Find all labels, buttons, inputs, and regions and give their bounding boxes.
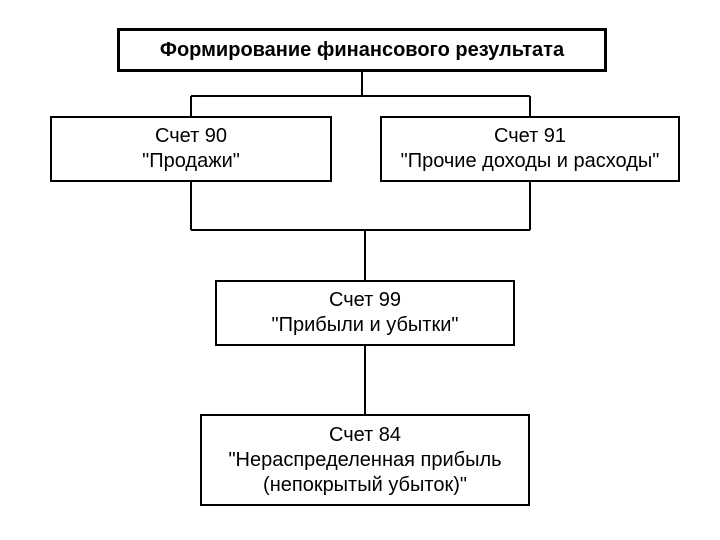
node-text-line: "Прочие доходы и расходы": [401, 149, 660, 174]
node-title: Формирование финансового результата: [117, 28, 607, 72]
node-account-90: Счет 90"Продажи": [50, 116, 332, 182]
node-text-line: "Нераспределенная прибыль: [228, 448, 501, 473]
node-account-84: Счет 84"Нераспределенная прибыль(непокры…: [200, 414, 530, 506]
node-text-line: Счет 91: [494, 124, 566, 149]
node-text-line: "Продажи": [142, 149, 240, 174]
node-account-99: Счет 99"Прибыли и убытки": [215, 280, 515, 346]
node-text-line: Счет 90: [155, 124, 227, 149]
node-text-line: Счет 84: [329, 423, 401, 448]
node-account-91: Счет 91"Прочие доходы и расходы": [380, 116, 680, 182]
node-text-line: (непокрытый убыток)": [263, 473, 467, 498]
node-text-line: Счет 99: [329, 288, 401, 313]
node-text-line: "Прибыли и убытки": [272, 313, 459, 338]
node-text-line: Формирование финансового результата: [160, 38, 564, 63]
